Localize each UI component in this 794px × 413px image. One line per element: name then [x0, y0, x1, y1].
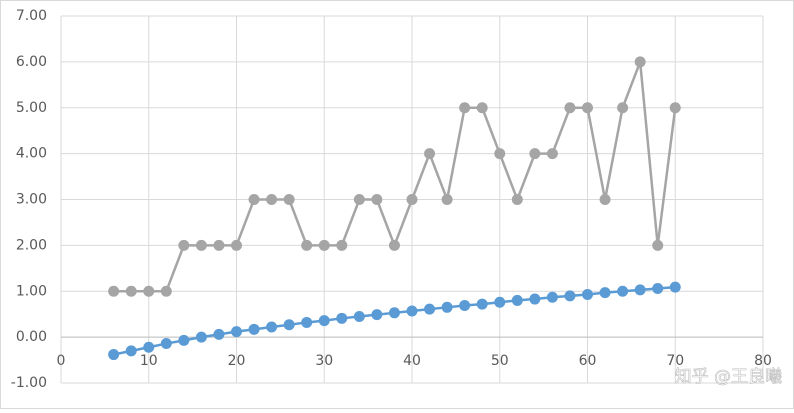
x-tick-label: 30 — [315, 353, 333, 369]
data-point — [195, 239, 207, 251]
y-tick-label: -1.00 — [11, 375, 47, 391]
data-point — [125, 285, 137, 297]
data-point — [529, 293, 541, 305]
data-point — [231, 326, 242, 338]
data-point — [283, 194, 295, 205]
data-point — [564, 102, 576, 114]
data-point — [213, 328, 225, 340]
data-point — [125, 345, 137, 357]
y-tick-label: 1.00 — [16, 283, 47, 299]
y-tick-label: 6.00 — [16, 54, 47, 70]
x-tick-label: 70 — [666, 353, 684, 369]
data-point — [143, 285, 155, 297]
data-point — [582, 288, 593, 300]
data-point — [301, 239, 313, 251]
data-point — [108, 285, 120, 297]
data-point — [564, 290, 576, 302]
x-tick-label: 80 — [754, 353, 772, 369]
y-tick-label: 7.00 — [16, 8, 47, 24]
grid: -1.00 0.00 1.00 2.00 3.00 4.00 5.00 6.00 7.00 0 10… — [11, 8, 772, 391]
data-point — [406, 305, 418, 317]
data-point — [283, 319, 295, 331]
data-point — [353, 310, 365, 322]
data-point — [178, 239, 190, 251]
x-tick-label: 0 — [57, 353, 66, 369]
data-point — [371, 309, 383, 321]
y-tick-label: 0.00 — [16, 329, 47, 345]
data-point — [248, 194, 260, 205]
x-tick-label: 60 — [579, 353, 597, 369]
data-point — [529, 148, 541, 160]
data-point — [441, 301, 453, 313]
data-point — [459, 299, 471, 311]
data-point — [336, 312, 348, 324]
data-point — [546, 291, 558, 303]
data-point — [424, 148, 436, 160]
x-tick-label: 40 — [403, 353, 421, 369]
y-tick-label: 3.00 — [16, 192, 47, 208]
data-point — [160, 338, 172, 350]
data-point — [459, 102, 471, 114]
data-point — [634, 284, 646, 296]
data-point — [406, 194, 418, 205]
data-point — [669, 102, 681, 114]
x-tick-label: 20 — [228, 353, 246, 369]
data-point — [353, 194, 365, 205]
data-point — [160, 285, 172, 297]
data-point — [494, 296, 506, 308]
x-tick-label: 10 — [140, 353, 158, 369]
data-point — [178, 334, 190, 346]
data-point — [652, 282, 664, 294]
data-point — [318, 315, 330, 327]
data-point — [494, 148, 506, 160]
data-point — [231, 239, 242, 251]
data-point — [143, 341, 155, 353]
watermark: 知乎 @王良曦 — [675, 367, 782, 387]
data-point — [424, 303, 436, 315]
y-tick-label: 4.00 — [16, 146, 47, 162]
plot — [108, 56, 681, 361]
data-point — [195, 331, 207, 343]
data-point — [546, 148, 558, 160]
data-point — [617, 102, 629, 114]
data-point — [617, 285, 629, 297]
data-point — [582, 102, 593, 114]
data-point — [599, 194, 611, 205]
data-point — [266, 321, 278, 333]
data-point — [266, 194, 278, 205]
data-point — [388, 307, 400, 319]
data-point — [248, 323, 260, 335]
data-point — [388, 239, 400, 251]
y-tick-label: 2.00 — [16, 237, 47, 253]
data-point — [599, 287, 611, 299]
data-point — [371, 194, 383, 205]
data-point — [511, 194, 523, 205]
data-point — [336, 239, 348, 251]
data-point — [476, 298, 488, 310]
data-point — [669, 281, 681, 293]
y-tick-label: 5.00 — [16, 100, 47, 116]
data-point — [476, 102, 488, 114]
data-point — [301, 316, 313, 328]
x-tick-label: 50 — [491, 353, 509, 369]
data-point — [634, 56, 646, 68]
data-point — [318, 239, 330, 251]
data-point — [213, 239, 225, 251]
data-point — [652, 239, 664, 251]
data-point — [441, 194, 453, 205]
data-point — [108, 349, 120, 361]
data-point — [511, 294, 523, 306]
